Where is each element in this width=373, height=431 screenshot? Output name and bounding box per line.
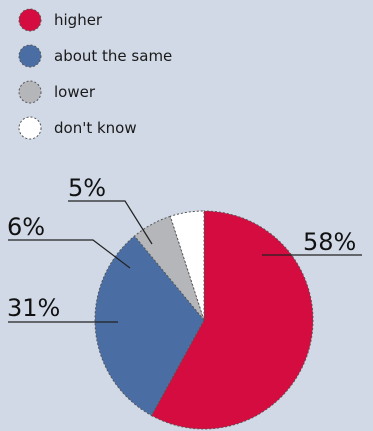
legend: higher about the same lower don't know [18,8,172,140]
pct-text-dont-know: 5% [68,174,106,202]
pie-slices [94,210,314,430]
legend-label-dont-know: don't know [54,119,137,137]
legend-swatch-about-the-same [18,44,42,68]
legend-item-dont-know: don't know [18,116,137,140]
legend-label-higher: higher [54,11,103,29]
pct-text-lower: 6% [7,213,45,241]
pct-label-dont-know: 5% [68,174,153,245]
legend-item-higher: higher [18,8,103,32]
pie-slice-dont-know [169,210,205,321]
leader-line-lower [8,239,131,269]
legend-swatch-higher [18,8,42,32]
pie-slice-about-the-same [94,235,205,417]
legend-label-lower: lower [54,83,96,101]
pct-label-about-the-same: 31% [7,294,118,323]
pie-labels: 58% 31% 6% 5% [7,174,362,323]
pct-text-higher: 58% [303,228,356,256]
pct-label-higher: 58% [262,228,362,256]
pie-slice-higher [150,210,314,430]
pct-label-lower: 6% [7,213,131,269]
pct-text-about-the-same: 31% [7,294,60,322]
legend-item-about-the-same: about the same [18,44,172,68]
legend-swatch-lower [18,80,42,104]
legend-label-about-the-same: about the same [54,47,172,65]
pie-slice-lower [133,215,205,321]
legend-item-lower: lower [18,80,96,104]
leader-line-dont-know [68,200,153,245]
legend-swatch-dont-know [18,116,42,140]
